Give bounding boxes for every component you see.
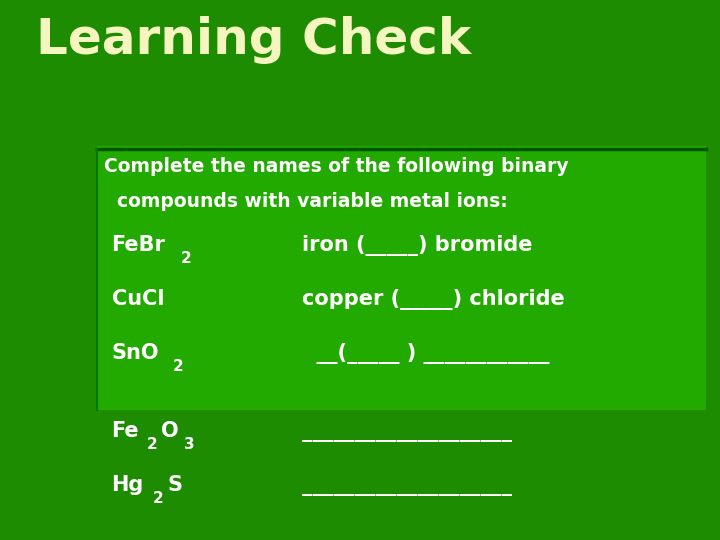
Text: iron (_____) bromide: iron (_____) bromide: [302, 235, 533, 256]
FancyBboxPatch shape: [97, 146, 706, 410]
Text: copper (_____) chloride: copper (_____) chloride: [302, 289, 565, 310]
Text: O: O: [161, 421, 179, 441]
Text: S: S: [167, 475, 182, 495]
Text: compounds with variable metal ions:: compounds with variable metal ions:: [104, 192, 508, 211]
Text: ____________________: ____________________: [302, 476, 513, 496]
Text: __(_____ ) ____________: __(_____ ) ____________: [302, 343, 550, 364]
Text: Hg: Hg: [112, 475, 144, 495]
Text: CuCl: CuCl: [112, 289, 164, 309]
Text: 2: 2: [153, 491, 164, 507]
Text: Learning Check: Learning Check: [36, 16, 472, 64]
Text: 2: 2: [173, 359, 184, 374]
Text: SnO: SnO: [112, 343, 159, 363]
Text: FeBr: FeBr: [112, 235, 166, 255]
Text: Complete the names of the following binary: Complete the names of the following bina…: [104, 157, 569, 176]
Text: ____________________: ____________________: [302, 422, 513, 442]
Text: 2: 2: [148, 437, 158, 453]
Text: 3: 3: [184, 437, 194, 453]
Text: 2: 2: [181, 251, 192, 266]
Text: Fe: Fe: [112, 421, 139, 441]
